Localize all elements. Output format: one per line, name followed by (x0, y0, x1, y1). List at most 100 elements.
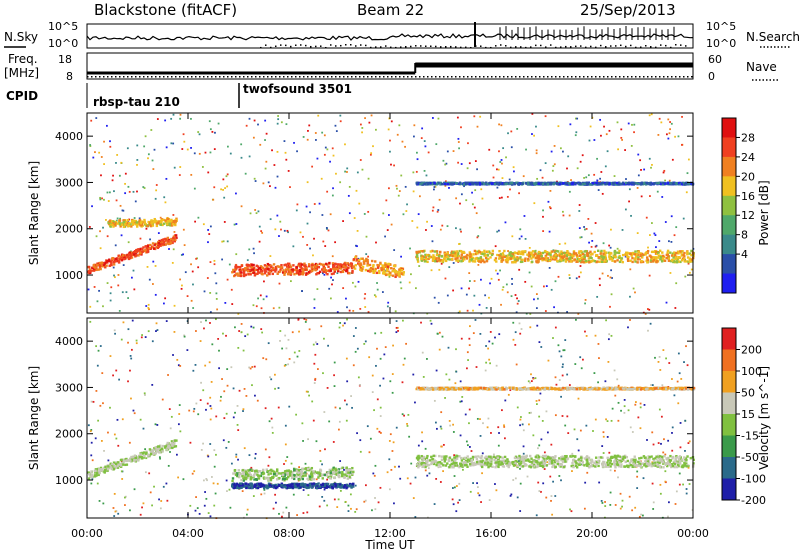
data-cell (662, 181, 665, 185)
data-speckle (585, 335, 588, 337)
data-speckle (347, 194, 350, 197)
data-speckle (156, 118, 159, 120)
data-speckle (426, 220, 428, 223)
data-cell (646, 258, 650, 262)
data-cell (513, 251, 517, 254)
data-speckle (576, 167, 579, 170)
data-cell (544, 182, 547, 186)
data-speckle (660, 415, 663, 418)
nave-dot (375, 76, 377, 78)
data-speckle (607, 338, 610, 341)
data-cell (439, 250, 442, 254)
data-cell (364, 259, 368, 263)
data-cell (119, 225, 122, 228)
data-cell (450, 250, 454, 253)
data-speckle (101, 372, 104, 375)
data-speckle (554, 414, 557, 417)
data-speckle (251, 384, 253, 387)
data-speckle (165, 146, 168, 149)
data-cell (127, 224, 131, 228)
nave-dot (623, 76, 625, 78)
data-cell (157, 220, 160, 223)
data-speckle (147, 153, 150, 156)
data-speckle (352, 364, 355, 367)
data-speckle (571, 470, 573, 472)
data-speckle (194, 509, 197, 512)
data-speckle (630, 214, 632, 217)
data-cell (546, 259, 549, 263)
nave-dot (163, 76, 165, 78)
data-cell (665, 253, 668, 257)
data-cell (319, 468, 322, 472)
nave-dot (463, 76, 465, 78)
data-cell (163, 240, 166, 244)
data-speckle (462, 468, 464, 471)
data-cell (600, 260, 604, 264)
data-cell (542, 257, 546, 260)
data-cell (134, 250, 138, 253)
data-speckle (159, 507, 162, 510)
data-cell (423, 182, 427, 186)
data-speckle (433, 503, 436, 505)
data-speckle (476, 482, 478, 485)
data-cell (503, 255, 506, 259)
data-speckle (127, 297, 130, 299)
data-cell (96, 467, 100, 471)
nave-dot (415, 76, 417, 78)
data-speckle (567, 155, 570, 158)
data-speckle (127, 380, 129, 383)
data-speckle (616, 121, 619, 124)
data-speckle (568, 384, 571, 386)
data-speckle (339, 181, 342, 184)
data-speckle (598, 277, 601, 280)
data-speckle (631, 431, 634, 433)
data-speckle (575, 318, 577, 321)
data-speckle (670, 122, 673, 125)
data-speckle (311, 400, 314, 403)
data-speckle (373, 474, 376, 477)
data-speckle (550, 499, 552, 502)
data-cell (91, 473, 94, 477)
data-cell (371, 265, 375, 268)
data-speckle (130, 397, 132, 400)
data-speckle (577, 449, 580, 452)
data-speckle (103, 198, 105, 201)
data-speckle (444, 180, 447, 183)
data-cell (585, 183, 589, 186)
data-cell (305, 267, 308, 270)
data-speckle (136, 190, 138, 193)
data-cell (672, 182, 676, 185)
data-speckle (468, 408, 471, 411)
nave-dot (479, 76, 481, 78)
data-speckle (559, 147, 562, 150)
data-speckle (434, 421, 437, 424)
data-speckle (99, 404, 102, 407)
data-cell (649, 260, 652, 263)
data-speckle (431, 209, 434, 212)
data-cell (390, 267, 393, 270)
data-speckle (215, 282, 218, 285)
data-cell (627, 255, 630, 259)
data-speckle (95, 345, 98, 348)
data-speckle (539, 169, 542, 172)
data-speckle (468, 422, 470, 425)
data-speckle (527, 380, 530, 383)
data-speckle (455, 485, 458, 487)
data-speckle (671, 432, 673, 434)
data-speckle (449, 424, 452, 427)
data-speckle (182, 228, 185, 231)
data-speckle (119, 204, 122, 207)
data-speckle (357, 280, 360, 283)
data-cell (433, 256, 436, 259)
data-speckle (278, 512, 280, 515)
data-speckle (295, 209, 298, 212)
data-speckle (283, 229, 286, 232)
data-speckle (629, 319, 631, 321)
data-speckle (333, 385, 336, 387)
data-cell (679, 250, 682, 253)
data-speckle (371, 509, 373, 512)
data-cell (521, 258, 524, 261)
data-speckle (364, 306, 367, 308)
data-speckle (190, 147, 192, 149)
nave-dot (603, 76, 605, 78)
